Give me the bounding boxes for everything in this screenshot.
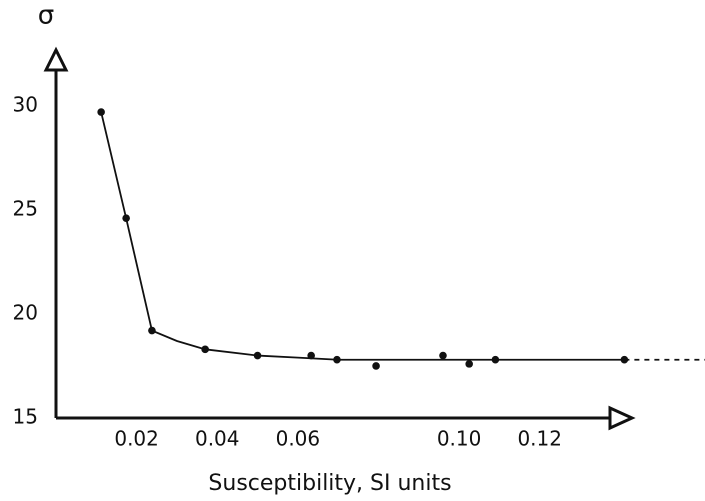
x-tick-label: 0.10 <box>437 427 482 451</box>
x-axis-arrow <box>608 405 636 431</box>
data-point <box>439 351 447 360</box>
x-tick-label: 0.02 <box>114 427 159 451</box>
fit-line <box>100 111 625 361</box>
y-tick-label: 15 <box>13 405 38 429</box>
x-tick-label: 0.12 <box>517 427 562 451</box>
x-tick-label: 0.04 <box>195 427 240 451</box>
x-axis-label: Susceptibility, SI units <box>208 471 451 496</box>
y-tick-label: 20 <box>13 300 38 324</box>
data-point <box>372 362 380 370</box>
y-tick-label: 30 <box>13 92 38 116</box>
x-tick-label: 0.06 <box>276 427 321 451</box>
y-tick-label: 25 <box>13 196 38 220</box>
y-axis-label: σ <box>38 1 54 31</box>
data-point <box>465 360 473 368</box>
y-axis-arrow <box>43 46 69 72</box>
